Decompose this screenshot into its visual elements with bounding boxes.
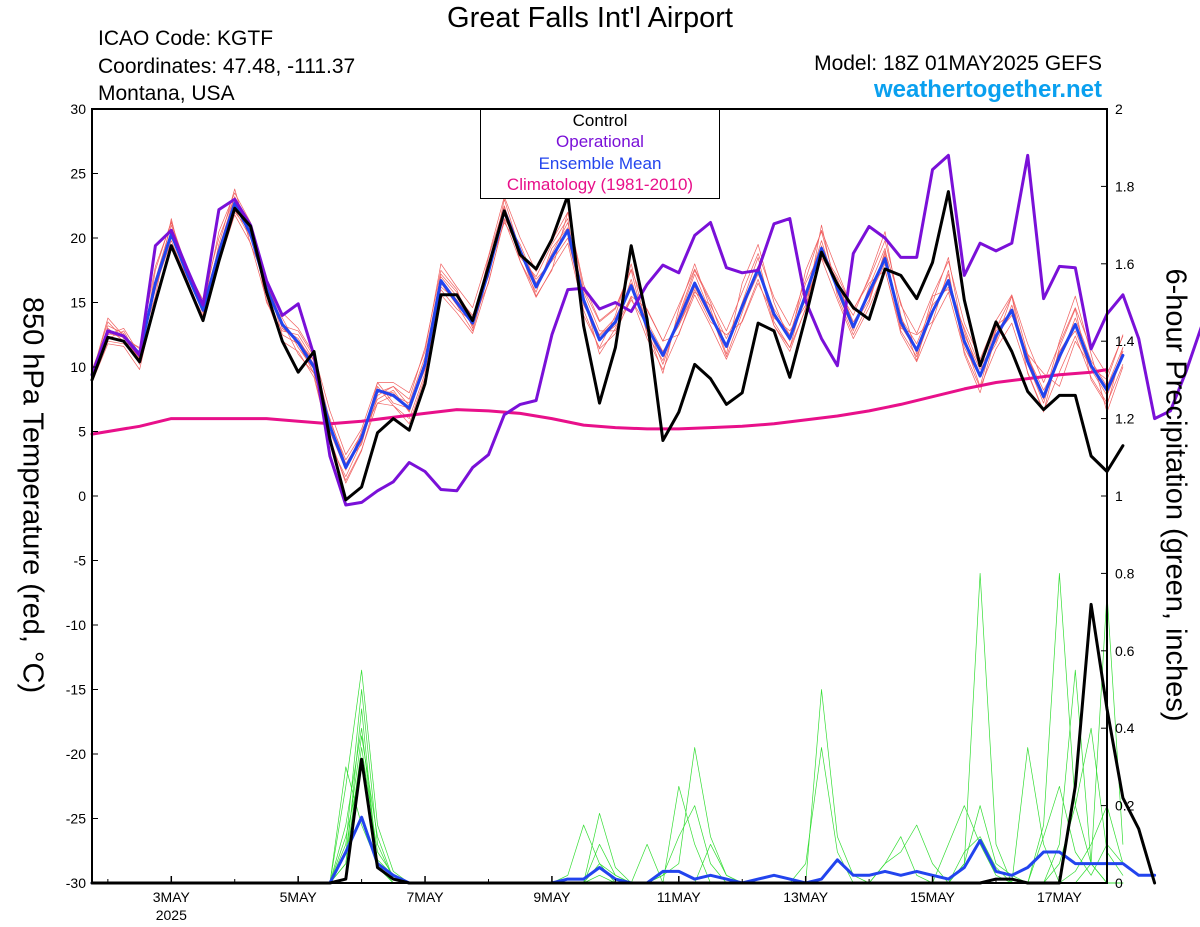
- y-tick-label: -10: [66, 617, 86, 633]
- model-run: Model: 18Z 01MAY2025 GEFS: [814, 52, 1102, 75]
- y-axis-label-right: 6-hour Precipitation (green, inches): [1159, 268, 1192, 722]
- region: Montana, USA: [98, 82, 235, 105]
- x-tick-label: 3MAY: [153, 889, 191, 905]
- legend-operational: Operational: [556, 132, 644, 152]
- y-tick-label: 20: [70, 230, 86, 246]
- y2-tick-label: 1.8: [1115, 178, 1135, 194]
- y-tick-label: -5: [74, 553, 87, 569]
- member-precip-line-5: [91, 669, 1124, 884]
- x-tick-label: 17MAY: [1037, 889, 1083, 905]
- member-precip-line-3: [91, 573, 1124, 884]
- x-tick-sublabel: 2025: [156, 907, 187, 923]
- y-tick-label: 5: [78, 424, 86, 440]
- y2-tick-label: 2: [1115, 101, 1123, 117]
- legend-control: Control: [572, 111, 628, 130]
- y-tick-label: 0: [78, 488, 86, 504]
- member-precip-line-8: [91, 766, 1124, 884]
- legend-ensemble-mean: Ensemble Mean: [538, 153, 662, 173]
- y-tick-label: -25: [66, 811, 86, 827]
- x-tick-label: 15MAY: [910, 889, 956, 905]
- control-temperature-line: [90, 190, 1125, 502]
- y2-tick-label: 0.8: [1115, 565, 1135, 581]
- member-precip-line-2: [91, 573, 1124, 884]
- member-temp-line-3: [91, 198, 1124, 471]
- member-temp-line-8: [91, 196, 1124, 456]
- y2-tick-label: 0: [1115, 875, 1123, 891]
- y-tick-label: 10: [70, 359, 86, 375]
- operational-temperature-line: [90, 153, 1200, 507]
- y2-tick-label: 0.6: [1115, 643, 1135, 659]
- y-tick-label: -15: [66, 682, 86, 698]
- y-axis-label-left: 850 hPa Temperature (red, °C): [16, 296, 49, 694]
- member-temperature-lines: [91, 188, 1124, 484]
- y-tick-label: 25: [70, 166, 86, 182]
- x-tick-label: 7MAY: [407, 889, 445, 905]
- site-link[interactable]: weathertogether.net: [873, 76, 1102, 103]
- chart-legend: Control Operational Ensemble Mean Climat…: [480, 109, 720, 199]
- legend-climatology: Climatology (1981-2010): [506, 174, 694, 194]
- x-tick-label: 5MAY: [280, 889, 318, 905]
- y2-tick-label: 1.6: [1115, 256, 1135, 272]
- y-tick-label: -30: [66, 875, 86, 891]
- y-tick-label: 30: [70, 101, 86, 117]
- y2-tick-label: 1.2: [1115, 411, 1135, 427]
- x-tick-label: 9MAY: [533, 889, 571, 905]
- y2-tick-label: 0.2: [1115, 798, 1135, 814]
- icao-code: ICAO Code: KGTF: [98, 27, 274, 50]
- climatology-1981-2010-temperature-line: [90, 368, 1109, 436]
- y2-tick-label: 1.4: [1115, 333, 1135, 349]
- main-series-lines: [90, 153, 1200, 885]
- member-temp-line-4: [91, 205, 1124, 465]
- chart-title: Great Falls Int'l Airport: [447, 2, 733, 34]
- y2-tick-label: 1: [1115, 488, 1123, 504]
- x-tick-label: 13MAY: [783, 889, 829, 905]
- y2-tick-label: 0.4: [1115, 720, 1135, 736]
- member-precipitation-lines: [91, 573, 1124, 884]
- member-temp-line-10: [91, 204, 1124, 470]
- y-tick-label: 15: [70, 295, 86, 311]
- x-tick-label: 11MAY: [657, 889, 701, 905]
- member-temp-line-9: [91, 214, 1124, 481]
- coordinates: Coordinates: 47.48, -111.37: [98, 55, 356, 78]
- control-precipitation-line: [90, 602, 1157, 885]
- y-tick-label: -20: [66, 746, 86, 762]
